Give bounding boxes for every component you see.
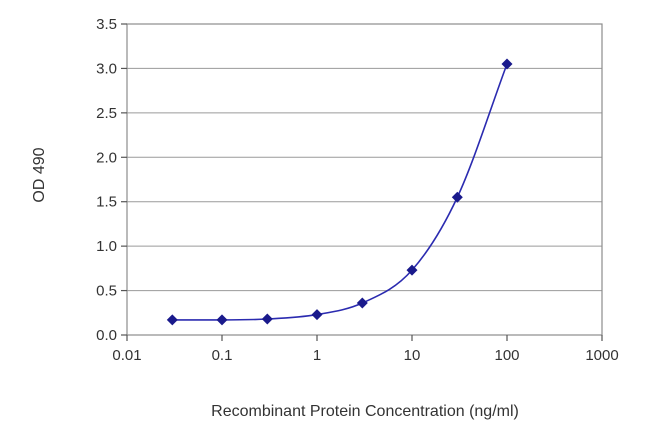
y-tick-label: 0.0 (96, 327, 117, 344)
y-tick-label: 0.5 (96, 283, 117, 300)
y-tick-label: 2.0 (96, 149, 117, 166)
x-tick-label: 0.01 (112, 347, 141, 364)
y-axis-title: OD 490 (31, 147, 48, 202)
data-point (406, 264, 418, 276)
gridlines (127, 67, 602, 292)
data-points (166, 58, 513, 326)
y-tick-label: 1.5 (96, 194, 117, 211)
x-tick-label: 100 (494, 347, 519, 364)
y-tick-label: 3.5 (96, 16, 117, 33)
tick-labels: 0.0 0.5 1.0 1.5 2.0 2.5 3.0 3.5 0.01 0.1 1 10 100 100… (96, 16, 619, 364)
x-tick-label: 1 (313, 347, 321, 364)
data-point (501, 58, 513, 70)
data-point (261, 313, 273, 325)
data-point (451, 191, 463, 203)
x-axis-title: Recombinant Protein Concentration (ng/ml… (211, 403, 519, 420)
data-point (356, 297, 368, 309)
data-point (166, 314, 178, 326)
x-tick-label: 10 (404, 347, 421, 364)
data-point (311, 309, 323, 321)
data-point (216, 314, 228, 326)
fit-curve (172, 63, 508, 321)
axis-ticks (121, 23, 603, 341)
y-tick-label: 3.0 (96, 60, 117, 77)
plot-area-frame (126, 23, 603, 336)
y-tick-label: 2.5 (96, 105, 117, 122)
x-tick-label: 0.1 (212, 347, 233, 364)
x-tick-label: 1000 (585, 347, 618, 364)
y-tick-label: 1.0 (96, 238, 117, 255)
